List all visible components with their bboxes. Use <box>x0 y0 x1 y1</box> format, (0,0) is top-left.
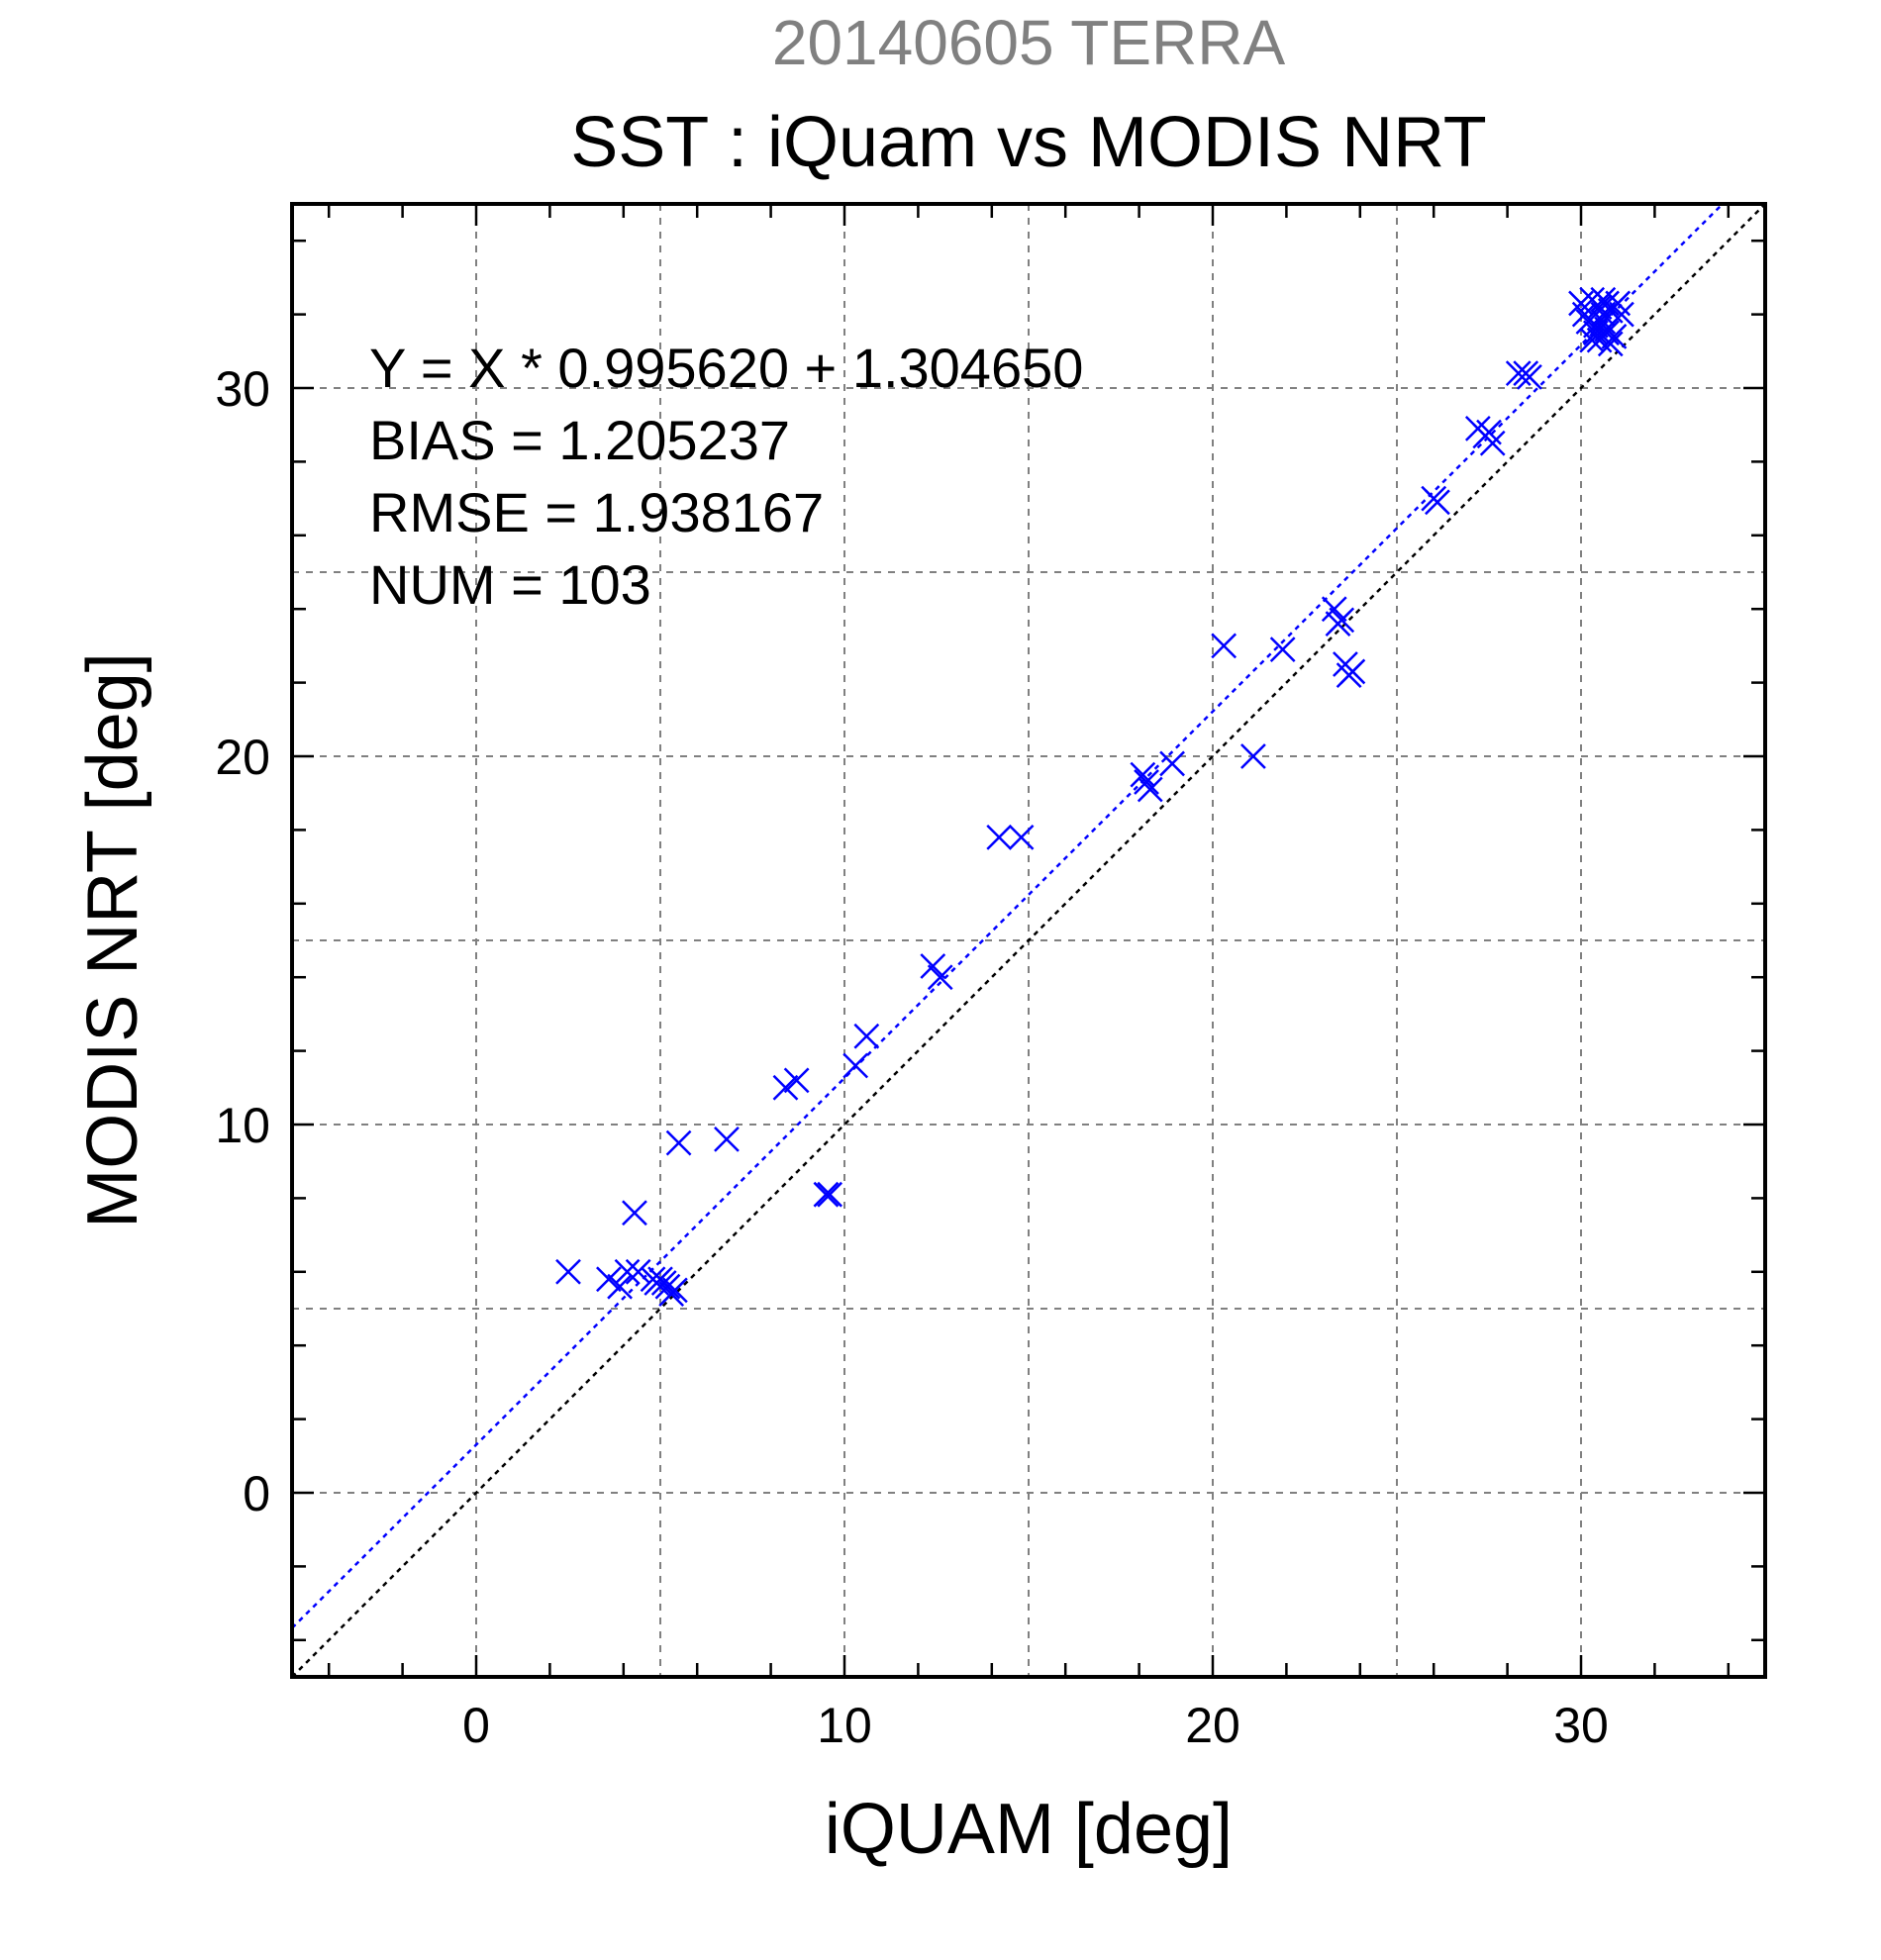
y-tick-label: 20 <box>215 730 270 785</box>
data-point <box>1479 430 1506 456</box>
identity-line <box>292 204 1765 1677</box>
tick-marks <box>292 204 1765 1677</box>
data-point <box>607 1273 633 1300</box>
data-point <box>555 1258 581 1285</box>
data-point <box>1008 824 1035 850</box>
data-point <box>1130 761 1156 788</box>
y-tick-label: 0 <box>243 1466 270 1521</box>
data-point <box>614 1258 641 1285</box>
x-tick-label: 30 <box>1553 1698 1609 1753</box>
data-point <box>783 1067 810 1094</box>
data-point <box>625 1258 651 1285</box>
x-tick-labels: 0 10 20 30 <box>462 1698 1609 1753</box>
data-point <box>1609 301 1634 328</box>
chart-title: SST : iQuam vs MODIS NRT <box>570 103 1487 182</box>
data-point <box>1269 637 1296 663</box>
data-point <box>1425 489 1450 516</box>
data-point <box>1321 596 1347 623</box>
data-point <box>665 1129 692 1156</box>
data-point <box>920 953 946 979</box>
x-tick-label: 0 <box>462 1698 490 1753</box>
data-point <box>817 1181 843 1208</box>
data-point <box>1137 776 1163 803</box>
annotation-line: RMSE = 1.938167 <box>369 481 824 543</box>
x-axis-label: iQUAM [deg] <box>825 1790 1233 1869</box>
x-tick-label: 10 <box>817 1698 872 1753</box>
annotation-line: NUM = 103 <box>369 553 651 616</box>
data-point <box>1339 658 1366 685</box>
data-point <box>661 1277 688 1304</box>
y-axis-label: MODIS NRT [deg] <box>73 652 152 1228</box>
x-tick-label: 20 <box>1185 1698 1240 1753</box>
y-tick-label: 30 <box>215 361 270 417</box>
chart-supertitle: 20140605 TERRA <box>772 7 1286 78</box>
y-tick-labels: 0 10 20 30 <box>215 361 270 1521</box>
data-point <box>853 1023 880 1049</box>
data-point <box>1240 743 1266 769</box>
data-point <box>927 964 953 991</box>
y-tick-label: 10 <box>215 1098 270 1153</box>
data-point <box>772 1074 799 1101</box>
data-point <box>986 824 1013 850</box>
annotation-line: Y = X * 0.995620 + 1.304650 <box>369 337 1083 399</box>
data-point <box>1211 633 1238 659</box>
plot-frame <box>290 202 1767 1679</box>
data-point <box>1590 286 1617 313</box>
data-point <box>1329 607 1355 634</box>
data-point <box>842 1052 869 1079</box>
statistics-annotation: Y = X * 0.995620 + 1.304650 BIAS = 1.2052… <box>369 337 1083 616</box>
data-point <box>1594 320 1620 346</box>
data-point <box>1582 312 1609 339</box>
data-point <box>1579 327 1606 353</box>
data-point <box>596 1266 622 1293</box>
data-point <box>622 1200 647 1226</box>
data-point <box>813 1181 840 1208</box>
data-point <box>654 1273 681 1300</box>
data-point <box>1159 750 1185 777</box>
data-point <box>1601 324 1628 349</box>
data-point <box>1134 769 1159 795</box>
data-point <box>1517 363 1542 390</box>
data-points <box>555 286 1634 1308</box>
annotation-line: BIAS = 1.205237 <box>369 409 790 471</box>
data-point <box>714 1126 740 1152</box>
